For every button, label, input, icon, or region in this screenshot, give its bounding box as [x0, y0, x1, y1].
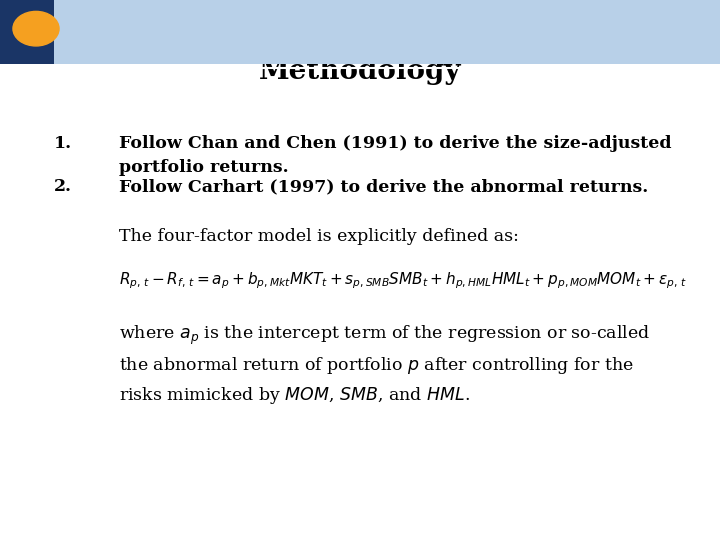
Text: Follow Chan and Chen (1991) to derive the size-adjusted
portfolio returns.: Follow Chan and Chen (1991) to derive th…: [119, 135, 671, 176]
Text: 國立東華大學: 國立東華大學: [265, 10, 340, 31]
Text: Follow Carhart (1997) to derive the abnormal returns.: Follow Carhart (1997) to derive the abno…: [119, 178, 648, 195]
Text: www.ndhu.edu.tw: www.ndhu.edu.tw: [407, 19, 507, 29]
Text: 1.: 1.: [54, 135, 72, 152]
Text: where $a_p$ is the intercept term of the regression or so-called
the abnormal re: where $a_p$ is the intercept term of the…: [119, 324, 650, 406]
Text: $R_{p,\,t} - R_{f,\,t} = a_p + b_{p,\mathit{Mkt}}\mathit{MKT}_t + s_{p,\mathit{S: $R_{p,\,t} - R_{f,\,t} = a_p + b_{p,\mat…: [119, 270, 687, 291]
Text: The four-factor model is explicitly defined as:: The four-factor model is explicitly defi…: [119, 228, 518, 245]
Text: 2.: 2.: [54, 178, 72, 195]
Text: Methodology: Methodology: [258, 58, 462, 85]
